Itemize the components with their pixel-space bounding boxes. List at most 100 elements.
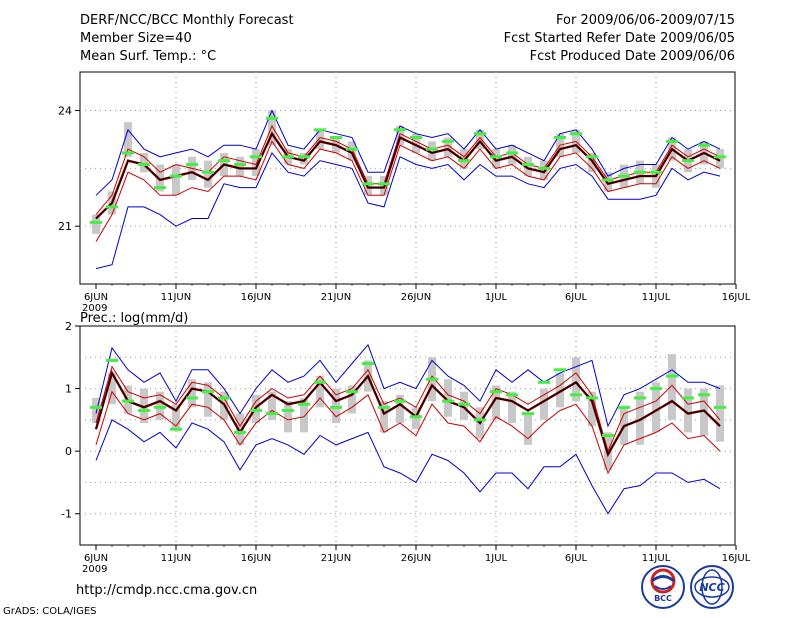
precip-spread-box — [588, 391, 596, 427]
precip-spread-box — [284, 401, 292, 433]
temperature-observed-marker — [186, 163, 198, 167]
temperature-observed-marker — [554, 136, 566, 140]
temperature-spread-box — [252, 149, 260, 177]
temperature-ensemble-mean-line — [95, 132, 721, 219]
footer-url[interactable]: http://cmdp.ncc.cma.gov.cn — [76, 583, 257, 598]
precip-ensemble-mean-line — [95, 371, 721, 456]
precip-spread-box — [172, 404, 180, 430]
precip-xtick-label: 6JUN — [84, 553, 108, 564]
temperature-ensemble-lower-line — [95, 140, 721, 242]
variable-label: Mean Surf. Temp.: °C — [80, 49, 216, 64]
precip-spread-box — [556, 372, 564, 408]
temperature-observed-marker — [138, 163, 150, 167]
precip-observed-marker — [234, 430, 246, 434]
precip-observed-marker — [218, 396, 230, 400]
temperature-observed-marker — [218, 159, 230, 163]
temperature-observed-marker — [698, 143, 710, 147]
temperature-observed-marker — [634, 170, 646, 174]
bcc-logo: BCC — [641, 565, 685, 609]
temperature-observed-marker — [618, 174, 630, 178]
temperature-spread-box — [92, 214, 100, 234]
temperature-observed-marker — [442, 139, 454, 143]
precip-observed-marker — [250, 408, 262, 412]
temperature-observed-marker — [202, 170, 214, 174]
precip-spread-box — [316, 376, 324, 408]
precip-spread-box — [668, 354, 676, 420]
refer-date: Fcst Started Refer Date 2009/06/05 — [504, 31, 735, 46]
temperature-xtick-label: 16JUL — [722, 292, 751, 303]
precip-observed-marker — [554, 368, 566, 372]
temperature-spread-box — [300, 152, 308, 165]
precip-spread-box — [524, 413, 532, 445]
precip-spread-box — [92, 397, 100, 423]
temperature-observed-marker — [378, 182, 390, 186]
temperature-observed-marker — [714, 155, 726, 159]
precip-axis-title: Prec.: log(mm/d) — [80, 311, 188, 326]
precip-observed-marker — [442, 399, 454, 403]
precip-spread-box — [508, 391, 516, 423]
temperature-ensemble-upper-line — [95, 124, 721, 215]
precip-spread-box — [300, 397, 308, 433]
temperature-spread-box — [236, 156, 244, 177]
precip-observed-marker — [634, 396, 646, 400]
figure-title: DERF/NCC/BCC Monthly Forecast — [80, 13, 294, 28]
precip-xtick-label: 21JUN — [321, 553, 351, 564]
temperature-observed-marker — [122, 151, 134, 155]
precip-observed-marker — [106, 358, 118, 362]
precip-spread-box — [652, 382, 660, 433]
precip-observed-marker — [650, 387, 662, 391]
temperature-xtick-label: 1JUL — [485, 292, 508, 303]
temperature-observed-marker — [474, 132, 486, 136]
precip-spread-box — [348, 385, 356, 414]
precip-observed-marker — [410, 415, 422, 419]
precip-spread-box — [156, 391, 164, 420]
precip-spread-box — [572, 357, 580, 402]
temperature-observed-marker — [154, 186, 166, 190]
temperature-spread-box — [428, 141, 436, 161]
precip-y-axis: -1 0 1 2 — [61, 320, 80, 521]
precip-observed-marker — [362, 362, 374, 366]
precip-xtick-year: 2009 — [82, 564, 107, 575]
precip-spread-box — [140, 388, 148, 423]
temperature-observed-marker — [314, 128, 326, 132]
precip-observed-marker — [538, 380, 550, 384]
temperature-observed-marker — [346, 147, 358, 151]
temperature-xtick-label: 21JUN — [321, 292, 351, 303]
precip-ytick-label: 2 — [65, 320, 72, 333]
precip-spread-box — [492, 385, 500, 420]
member-size: Member Size=40 — [80, 31, 192, 46]
temperature-ytick-label: 21 — [58, 220, 72, 233]
temperature-spread-box — [476, 129, 484, 150]
precip-spread-box — [716, 385, 724, 442]
precip-spread-box — [412, 407, 420, 430]
precip-observed-marker — [202, 390, 214, 394]
precip-spread-box — [460, 391, 468, 420]
forecast-period: For 2009/06/06-2009/07/15 — [556, 13, 735, 28]
precip-observed-marker — [170, 427, 182, 431]
precip-observed-marker — [506, 393, 518, 397]
precip-observed-marker — [426, 377, 438, 381]
temperature-observed-marker — [586, 155, 598, 159]
precip-observed-marker — [602, 434, 614, 437]
precip-observed-marker — [666, 374, 678, 378]
temperature-observed-marker — [426, 147, 438, 151]
temperature-y-axis: 21 24 — [58, 105, 80, 233]
temperature-lines — [95, 109, 721, 270]
temperature-observed-marker — [682, 159, 694, 163]
temperature-spread-box — [140, 152, 148, 173]
temperature-spread-box — [508, 145, 516, 165]
precip-observed-marker — [154, 405, 166, 409]
precip-observed-marker — [570, 393, 582, 397]
temperature-xtick-label: 11JUL — [642, 292, 671, 303]
temperature-observed-marker — [266, 116, 278, 120]
precip-spread-box — [332, 388, 340, 423]
precip-xtick-label: 11JUN — [161, 553, 191, 564]
precip-observed-marker — [586, 396, 598, 400]
temperature-observed-marker — [250, 155, 262, 159]
precip-observed-marker — [186, 396, 198, 400]
precip-observed-marker — [346, 390, 358, 394]
precip-spread-box — [204, 382, 212, 417]
